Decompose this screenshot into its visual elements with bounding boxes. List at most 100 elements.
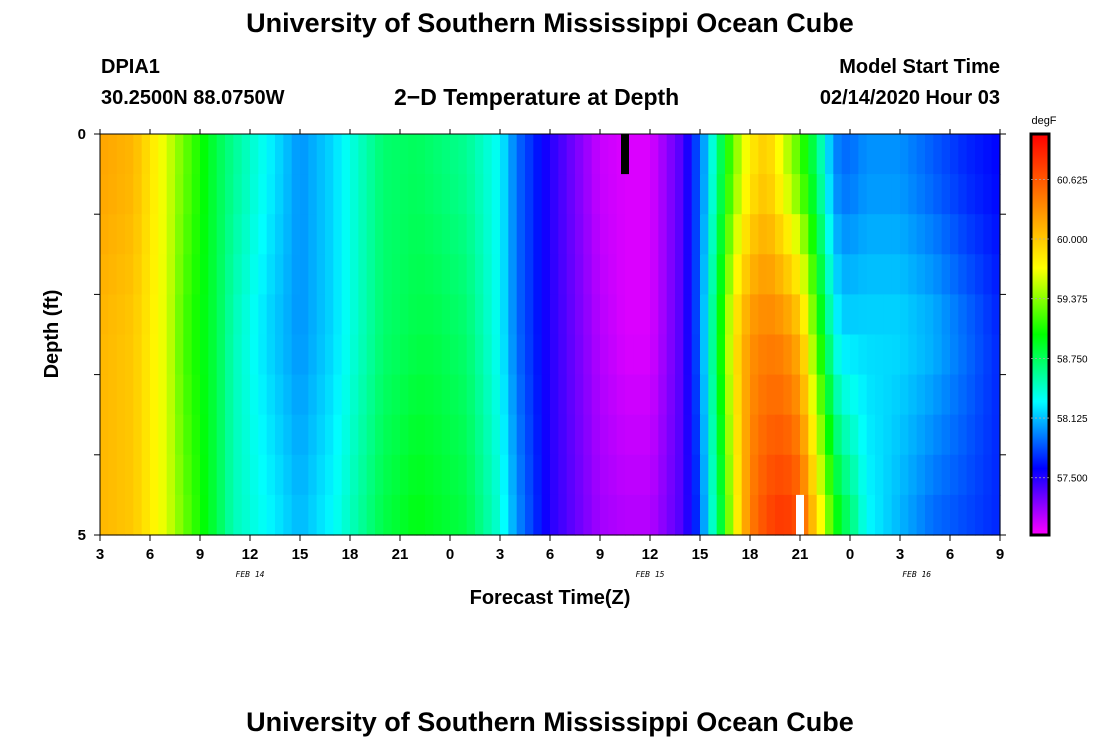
heatmap-cell bbox=[125, 334, 134, 376]
heatmap-cell bbox=[833, 454, 843, 496]
heatmap-cell bbox=[216, 174, 226, 215]
heatmap-cell bbox=[566, 214, 576, 255]
heatmap-cell bbox=[133, 494, 143, 536]
heatmap-cell bbox=[858, 254, 868, 295]
heatmap-cell bbox=[991, 414, 1001, 456]
heatmap-cell bbox=[350, 334, 359, 376]
heatmap-cell bbox=[875, 334, 884, 376]
heatmap-cell bbox=[908, 334, 918, 376]
heatmap-cell bbox=[700, 254, 709, 295]
heatmap-cell bbox=[425, 254, 434, 295]
heatmap-cell bbox=[641, 134, 651, 175]
heatmap-cell bbox=[758, 414, 768, 456]
heatmap-cell bbox=[775, 454, 784, 496]
heatmap-cell bbox=[575, 374, 584, 416]
heatmap-cell bbox=[116, 334, 126, 376]
heatmap-cell bbox=[491, 294, 501, 336]
heatmap-cell bbox=[200, 214, 209, 255]
heatmap-cell bbox=[900, 414, 909, 456]
heatmap-cell bbox=[791, 334, 801, 376]
heatmap-cell bbox=[875, 374, 884, 416]
heatmap-cell bbox=[350, 454, 359, 496]
heatmap-cell bbox=[158, 174, 168, 215]
x-tick-label: 9 bbox=[196, 546, 204, 563]
heatmap-cell bbox=[891, 254, 901, 295]
heatmap-cell bbox=[658, 334, 668, 376]
heatmap-cell bbox=[558, 174, 568, 215]
heatmap-cell bbox=[808, 134, 818, 175]
heatmap-cell bbox=[233, 174, 243, 215]
heatmap-cell bbox=[941, 374, 951, 416]
heatmap-cell bbox=[941, 254, 951, 295]
heatmap-cell bbox=[408, 334, 418, 376]
heatmap-cell bbox=[516, 494, 526, 536]
heatmap-cell bbox=[566, 134, 576, 175]
heatmap-cell bbox=[600, 294, 609, 336]
heatmap-cell bbox=[800, 134, 809, 175]
heatmap-cell bbox=[925, 134, 934, 175]
heatmap-cell bbox=[950, 414, 959, 456]
heatmap-cell bbox=[133, 294, 143, 336]
heatmap-cell bbox=[691, 374, 701, 416]
heatmap-cell bbox=[500, 454, 509, 496]
heatmap-cell bbox=[641, 414, 651, 456]
heatmap-cell bbox=[691, 414, 701, 456]
heatmap-cell bbox=[241, 254, 251, 295]
heatmap-cell bbox=[458, 494, 468, 536]
heatmap-cell bbox=[825, 294, 834, 336]
heatmap-cell bbox=[908, 214, 918, 255]
heatmap-cell bbox=[933, 494, 943, 536]
date-label: FEB 16 bbox=[902, 570, 931, 579]
heatmap-cell bbox=[625, 494, 634, 536]
heatmap-cell bbox=[800, 374, 809, 416]
heatmap-cell bbox=[950, 494, 959, 536]
heatmap-cell bbox=[450, 494, 459, 536]
heatmap-cell bbox=[333, 294, 343, 336]
heatmap-cell bbox=[233, 134, 243, 175]
heatmap-cell bbox=[125, 174, 134, 215]
heatmap-cell bbox=[900, 134, 909, 175]
heatmap-cell bbox=[200, 334, 209, 376]
heatmap-cell bbox=[433, 254, 443, 295]
heatmap-cell bbox=[541, 374, 551, 416]
heatmap-cell bbox=[616, 174, 626, 215]
heatmap-cell bbox=[300, 374, 309, 416]
heatmap-cell bbox=[666, 494, 676, 536]
heatmap-cell bbox=[633, 494, 643, 536]
heatmap-cell bbox=[466, 454, 476, 496]
heatmap-cell bbox=[533, 334, 543, 376]
heatmap-cell bbox=[891, 174, 901, 215]
heatmap-cell bbox=[408, 214, 418, 255]
heatmap-cell bbox=[941, 294, 951, 336]
heatmap-cell bbox=[983, 214, 993, 255]
heatmap-cell bbox=[433, 174, 443, 215]
heatmap-cell bbox=[550, 454, 559, 496]
heatmap-cell bbox=[225, 174, 234, 215]
heatmap-cell bbox=[158, 134, 168, 175]
heatmap-cell bbox=[750, 374, 759, 416]
heatmap-cell bbox=[150, 334, 159, 376]
heatmap-cell bbox=[875, 214, 884, 255]
heatmap-cell bbox=[625, 214, 634, 255]
heatmap-cell bbox=[175, 134, 184, 175]
heatmap-cell bbox=[250, 454, 259, 496]
heatmap-cell bbox=[708, 134, 718, 175]
heatmap-cell bbox=[708, 334, 718, 376]
heatmap-cell bbox=[650, 454, 659, 496]
heatmap-cell bbox=[325, 214, 334, 255]
heatmap-cell bbox=[225, 254, 234, 295]
heatmap-cell bbox=[408, 454, 418, 496]
heatmap-cell bbox=[225, 454, 234, 496]
heatmap-cell bbox=[375, 374, 384, 416]
heatmap-cell bbox=[283, 254, 293, 295]
heatmap-cell bbox=[241, 214, 251, 255]
heatmap-cell bbox=[850, 494, 859, 536]
heatmap-cell bbox=[391, 414, 401, 456]
heatmap-cell bbox=[333, 494, 343, 536]
heatmap-cell bbox=[741, 494, 751, 536]
heatmap-cell bbox=[466, 174, 476, 215]
heatmap-cell bbox=[650, 174, 659, 215]
heatmap-cell bbox=[225, 214, 234, 255]
heatmap-cell bbox=[633, 374, 643, 416]
heatmap-cell bbox=[666, 454, 676, 496]
